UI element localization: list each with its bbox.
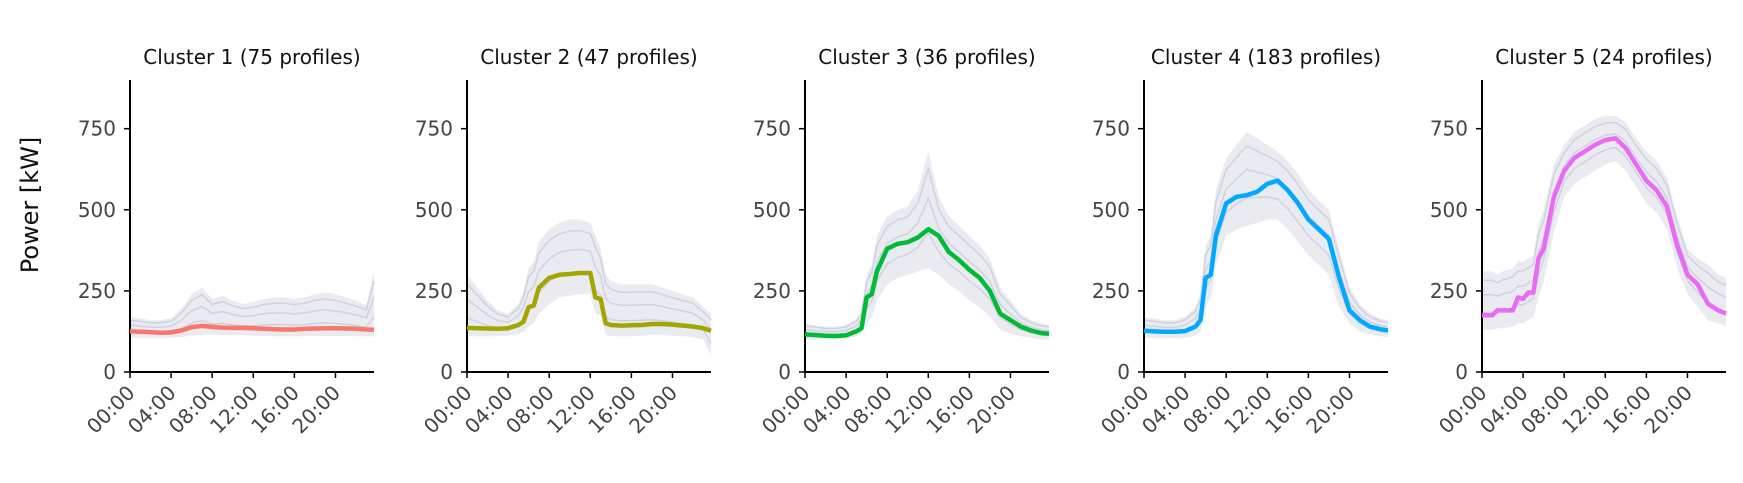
y-tick-label: 750 bbox=[415, 117, 453, 141]
chart-panels: Cluster 1 (75 profiles)025050075000:0004… bbox=[78, 45, 1727, 439]
cluster-panel-2: Cluster 2 (47 profiles)025050075000:0004… bbox=[415, 45, 712, 439]
y-tick-label: 250 bbox=[1430, 279, 1468, 303]
y-axis-label: Power [kW] bbox=[16, 137, 44, 274]
y-tick-label: 750 bbox=[1092, 117, 1130, 141]
profile-trace-2 bbox=[1143, 168, 1389, 329]
y-tick-label: 0 bbox=[103, 360, 116, 384]
profile-trace-3 bbox=[1482, 121, 1727, 286]
y-tick-label: 500 bbox=[415, 198, 453, 222]
y-tick-label: 500 bbox=[78, 198, 116, 222]
panel-title: Cluster 5 (24 profiles) bbox=[1495, 45, 1712, 69]
panel-title: Cluster 2 (47 profiles) bbox=[480, 45, 697, 69]
y-tick-label: 0 bbox=[1117, 360, 1130, 384]
y-tick-label: 500 bbox=[1092, 198, 1130, 222]
x-tick-label: 20:00 bbox=[287, 381, 345, 439]
profile-envelope bbox=[467, 219, 711, 356]
cluster-panel-1: Cluster 1 (75 profiles)025050075000:0004… bbox=[78, 45, 375, 439]
panel-title: Cluster 1 (75 profiles) bbox=[143, 45, 360, 69]
cluster-mean-line bbox=[1482, 136, 1727, 318]
y-tick-label: 750 bbox=[753, 117, 791, 141]
x-tick-label: 20:00 bbox=[962, 381, 1020, 439]
cluster-mean-line bbox=[804, 226, 1050, 339]
profile-envelope bbox=[1144, 131, 1388, 339]
profile-trace-3 bbox=[804, 166, 1050, 330]
profile-trace-2 bbox=[1482, 133, 1727, 299]
x-tick-label: 20:00 bbox=[1639, 381, 1697, 439]
y-tick-label: 750 bbox=[78, 117, 116, 141]
x-tick-label: 20:00 bbox=[624, 381, 682, 439]
y-tick-label: 0 bbox=[778, 360, 791, 384]
cluster-mean-line bbox=[466, 270, 712, 333]
y-tick-label: 0 bbox=[1455, 360, 1468, 384]
y-tick-label: 500 bbox=[753, 198, 791, 222]
cluster-mean-line bbox=[1143, 178, 1389, 335]
y-tick-label: 750 bbox=[1430, 117, 1468, 141]
cluster-panel-5: Cluster 5 (24 profiles)025050075000:0004… bbox=[1430, 45, 1727, 439]
y-tick-label: 250 bbox=[753, 279, 791, 303]
profile-trace-3 bbox=[466, 229, 712, 321]
profile-trace-2 bbox=[466, 248, 712, 331]
y-tick-label: 250 bbox=[78, 279, 116, 303]
cluster-mean-line bbox=[129, 323, 375, 335]
profile-trace-2 bbox=[129, 297, 375, 328]
panel-title: Cluster 4 (183 profiles) bbox=[1151, 45, 1381, 69]
panel-title: Cluster 3 (36 profiles) bbox=[818, 45, 1035, 69]
cluster-panel-3: Cluster 3 (36 profiles)025050075000:0004… bbox=[753, 45, 1050, 439]
y-tick-label: 0 bbox=[440, 360, 453, 384]
profile-envelope bbox=[1482, 115, 1726, 330]
y-tick-label: 250 bbox=[415, 279, 453, 303]
profile-trace-3 bbox=[1143, 145, 1389, 324]
x-tick-label: 20:00 bbox=[1301, 381, 1359, 439]
cluster-panel-4: Cluster 4 (183 profiles)025050075000:000… bbox=[1092, 45, 1389, 439]
profile-trace-2 bbox=[804, 195, 1050, 333]
profile-trace-3 bbox=[129, 281, 375, 324]
y-tick-label: 250 bbox=[1092, 279, 1130, 303]
profile-envelope bbox=[805, 151, 1049, 340]
y-tick-label: 500 bbox=[1430, 198, 1468, 222]
profile-envelope bbox=[130, 271, 374, 338]
